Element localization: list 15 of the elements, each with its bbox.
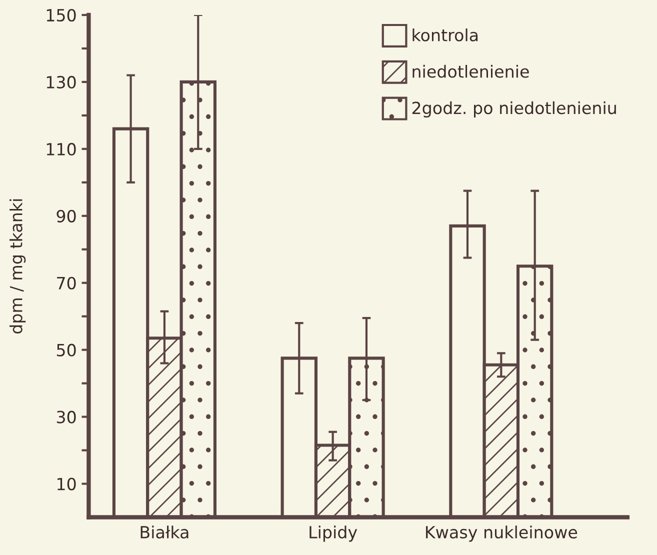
x-tick-label: Lipidy [310, 526, 358, 542]
y-tick-label: 30 [56, 410, 76, 424]
legend-label: kontrola [412, 28, 478, 42]
legend-label: niedotlenienie [412, 64, 529, 78]
y-tick-label: 130 [46, 76, 76, 89]
x-tick-label: Kwasy nukleinowe [426, 526, 578, 542]
y-tick-label: 50 [56, 344, 76, 356]
y-tick-label: 110 [46, 142, 76, 156]
y-tick-label: 10 [58, 478, 76, 490]
y-tick-label: 70 [57, 276, 76, 290]
x-tick-label: Białka [140, 526, 188, 538]
y-tick-label: 90 [56, 210, 76, 222]
legend-label: 2godz. po niedotlenieniu [412, 101, 616, 118]
y-axis-title: dpm / mg tkanki [10, 199, 26, 334]
y-tick-label: 150 [46, 8, 76, 22]
